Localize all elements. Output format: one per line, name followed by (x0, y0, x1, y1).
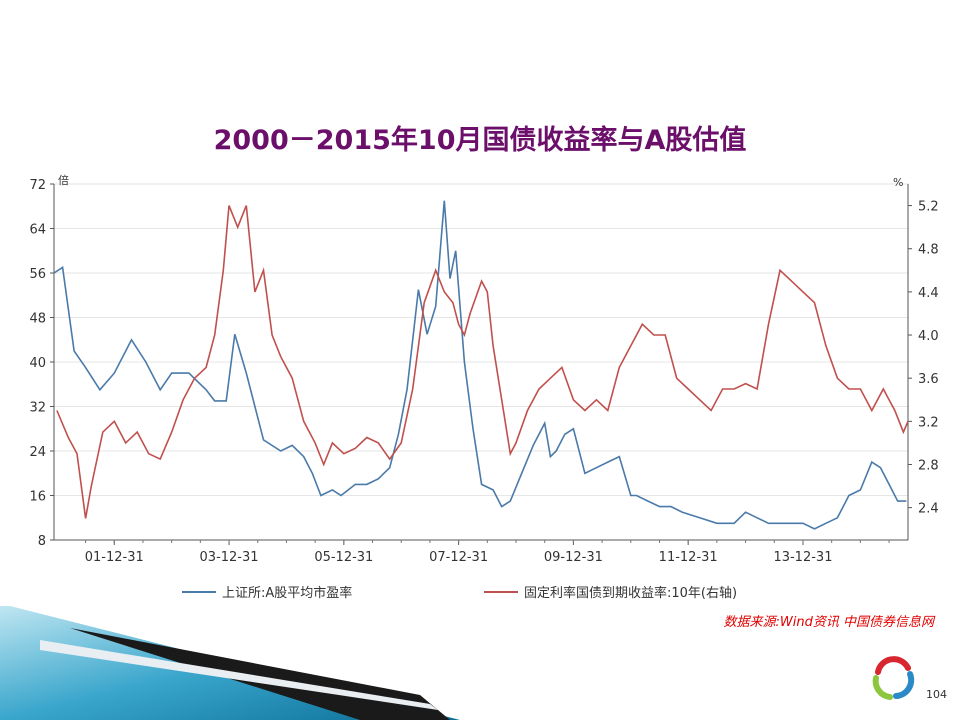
right-tick-label: 4.4 (918, 286, 939, 301)
legend-label-pe: 上证所:A股平均市盈率 (222, 586, 353, 601)
logo (872, 656, 915, 700)
left-tick-label: 8 (38, 534, 46, 549)
left-tick-label: 40 (29, 356, 46, 371)
bond-yield-line (56, 205, 909, 519)
x-tick-label: 01-12-31 (85, 550, 144, 565)
left-tick-label: 56 (29, 267, 46, 282)
x-tick-label: 11-12-31 (659, 550, 718, 565)
right-tick-label: 2.4 (918, 502, 939, 517)
right-tick-label: 3.2 (918, 415, 939, 430)
page-title: 2000－2015年10月国债收益率与A股估值 (213, 125, 747, 156)
left-tick-label: 16 (29, 490, 46, 505)
left-axis-unit: 倍 (58, 173, 69, 187)
page-number: 104 (926, 688, 947, 701)
pe-ratio-line (53, 200, 907, 530)
left-tick-label: 32 (29, 401, 46, 416)
legend-item-yield: 固定利率国债到期收益率:10年(右轴) (484, 582, 737, 601)
legend-swatch-pe (182, 590, 216, 593)
left-tick-label: 48 (29, 312, 46, 327)
x-tick-label: 07-12-31 (429, 550, 488, 565)
legend-swatch-yield (484, 590, 518, 593)
x-tick-label: 03-12-31 (200, 550, 259, 565)
x-tick-label: 05-12-31 (314, 550, 373, 565)
right-tick-label: 4.0 (918, 329, 939, 344)
left-tick-label: 64 (29, 223, 46, 238)
x-tick-label: 09-12-31 (544, 550, 603, 565)
right-axis-unit: % (893, 176, 903, 189)
left-tick-label: 72 (29, 178, 46, 193)
legend-label-yield: 固定利率国债到期收益率:10年(右轴) (524, 586, 738, 601)
right-tick-label: 2.8 (918, 458, 939, 473)
legend-item-pe: 上证所:A股平均市盈率 (182, 582, 352, 601)
right-tick-label: 4.8 (918, 243, 939, 258)
x-tick-label: 13-12-31 (773, 550, 832, 565)
right-tick-label: 5.2 (918, 200, 939, 215)
source-note: 数据来源:Wind资讯 中国债券信息网 (723, 615, 934, 630)
right-tick-label: 3.6 (918, 372, 939, 387)
left-tick-label: 24 (29, 445, 46, 460)
